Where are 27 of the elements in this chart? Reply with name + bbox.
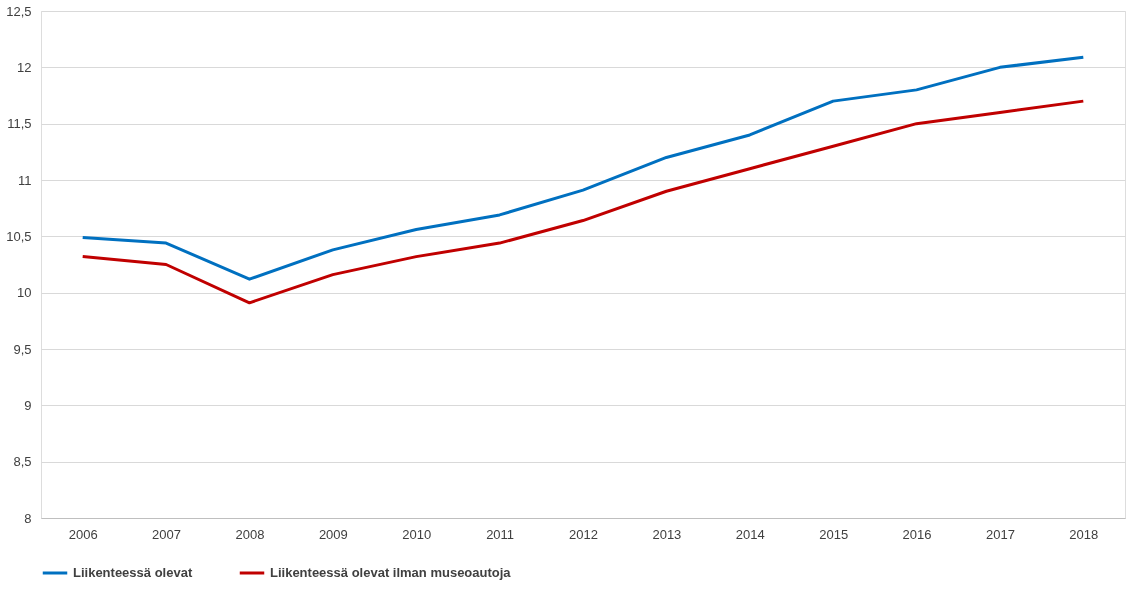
- y-tick-label: 8: [24, 510, 32, 526]
- line-series: [81, 99, 1085, 305]
- x-tick-label: 2010: [402, 526, 432, 542]
- x-tick-label: 2012: [569, 526, 598, 542]
- line-series: [81, 55, 1085, 281]
- y-tick-label: 9,5: [13, 341, 32, 357]
- y-tick-label: 12: [17, 59, 32, 75]
- y-tick-label: 10: [17, 285, 32, 301]
- x-tick-label: 2006: [68, 526, 98, 542]
- x-tick-label: 2007: [152, 526, 182, 542]
- legend-label: Liikenteessä olevat ilman museoautoja: [270, 565, 512, 580]
- legend-label: Liikenteessä olevat: [73, 565, 193, 580]
- x-tick-label: 2008: [235, 526, 265, 542]
- y-tick-label: 11: [18, 172, 32, 188]
- x-tick-label: 2009: [318, 526, 348, 542]
- y-tick-label: 9: [24, 397, 32, 413]
- x-tick-label: 2013: [652, 526, 682, 542]
- x-tick-label: 2011: [486, 526, 515, 542]
- y-tick-label: 8,5: [13, 454, 32, 470]
- x-tick-label: 2018: [1069, 526, 1099, 542]
- x-tick-label: 2017: [985, 526, 1015, 542]
- x-tick-label: 2015: [819, 526, 849, 542]
- y-tick-label: 10,5: [6, 228, 32, 244]
- y-tick-label: 12,5: [6, 3, 32, 19]
- y-tick-label: 11,5: [7, 116, 32, 132]
- x-tick-label: 2014: [735, 526, 765, 542]
- x-tick-label: 2016: [902, 526, 932, 542]
